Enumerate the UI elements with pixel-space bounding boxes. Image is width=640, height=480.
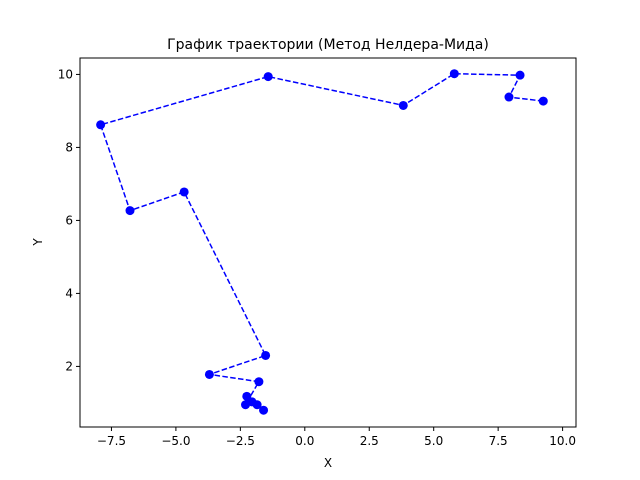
trajectory-point — [398, 100, 408, 110]
y-tick-label: 10 — [58, 67, 73, 81]
trajectory-point — [504, 92, 514, 102]
chart-title: График траектории (Метод Нелдера-Мида) — [167, 37, 489, 53]
x-axis-label: X — [324, 456, 332, 470]
y-axis-label: Y — [31, 238, 45, 247]
y-tick-label: 6 — [65, 213, 73, 227]
x-tick-label: −7.5 — [97, 434, 126, 448]
x-tick-label: −5.0 — [161, 434, 190, 448]
trajectory-point — [204, 369, 214, 379]
plot-frame — [79, 57, 577, 428]
x-tick-label: 5.0 — [424, 434, 443, 448]
plot-area — [96, 69, 548, 415]
trajectory-point — [179, 187, 189, 197]
trajectory-point — [96, 120, 106, 130]
y-tick-label: 8 — [65, 140, 73, 154]
y-axis-ticks: 2 4 6 8 10 — [58, 67, 80, 373]
x-tick-label: 2.5 — [360, 434, 379, 448]
y-tick-label: 2 — [65, 359, 73, 373]
x-tick-label: 10.0 — [549, 434, 576, 448]
trajectory-point — [259, 405, 269, 415]
trajectory-point — [449, 69, 459, 79]
trajectory-point — [254, 377, 264, 387]
trajectory-point — [261, 350, 271, 360]
trajectory-point — [263, 72, 273, 82]
trajectory-point — [252, 400, 262, 410]
x-axis-ticks: −7.5 −5.0 −2.5 0.0 2.5 5.0 7.5 10.0 — [97, 427, 576, 448]
x-tick-label: 7.5 — [489, 434, 508, 448]
trajectory-point — [538, 96, 548, 106]
x-tick-label: −2.5 — [226, 434, 255, 448]
trajectory-point — [125, 206, 135, 216]
x-tick-label: 0.0 — [295, 434, 314, 448]
trajectory-point — [515, 70, 525, 80]
y-tick-label: 4 — [65, 286, 73, 300]
